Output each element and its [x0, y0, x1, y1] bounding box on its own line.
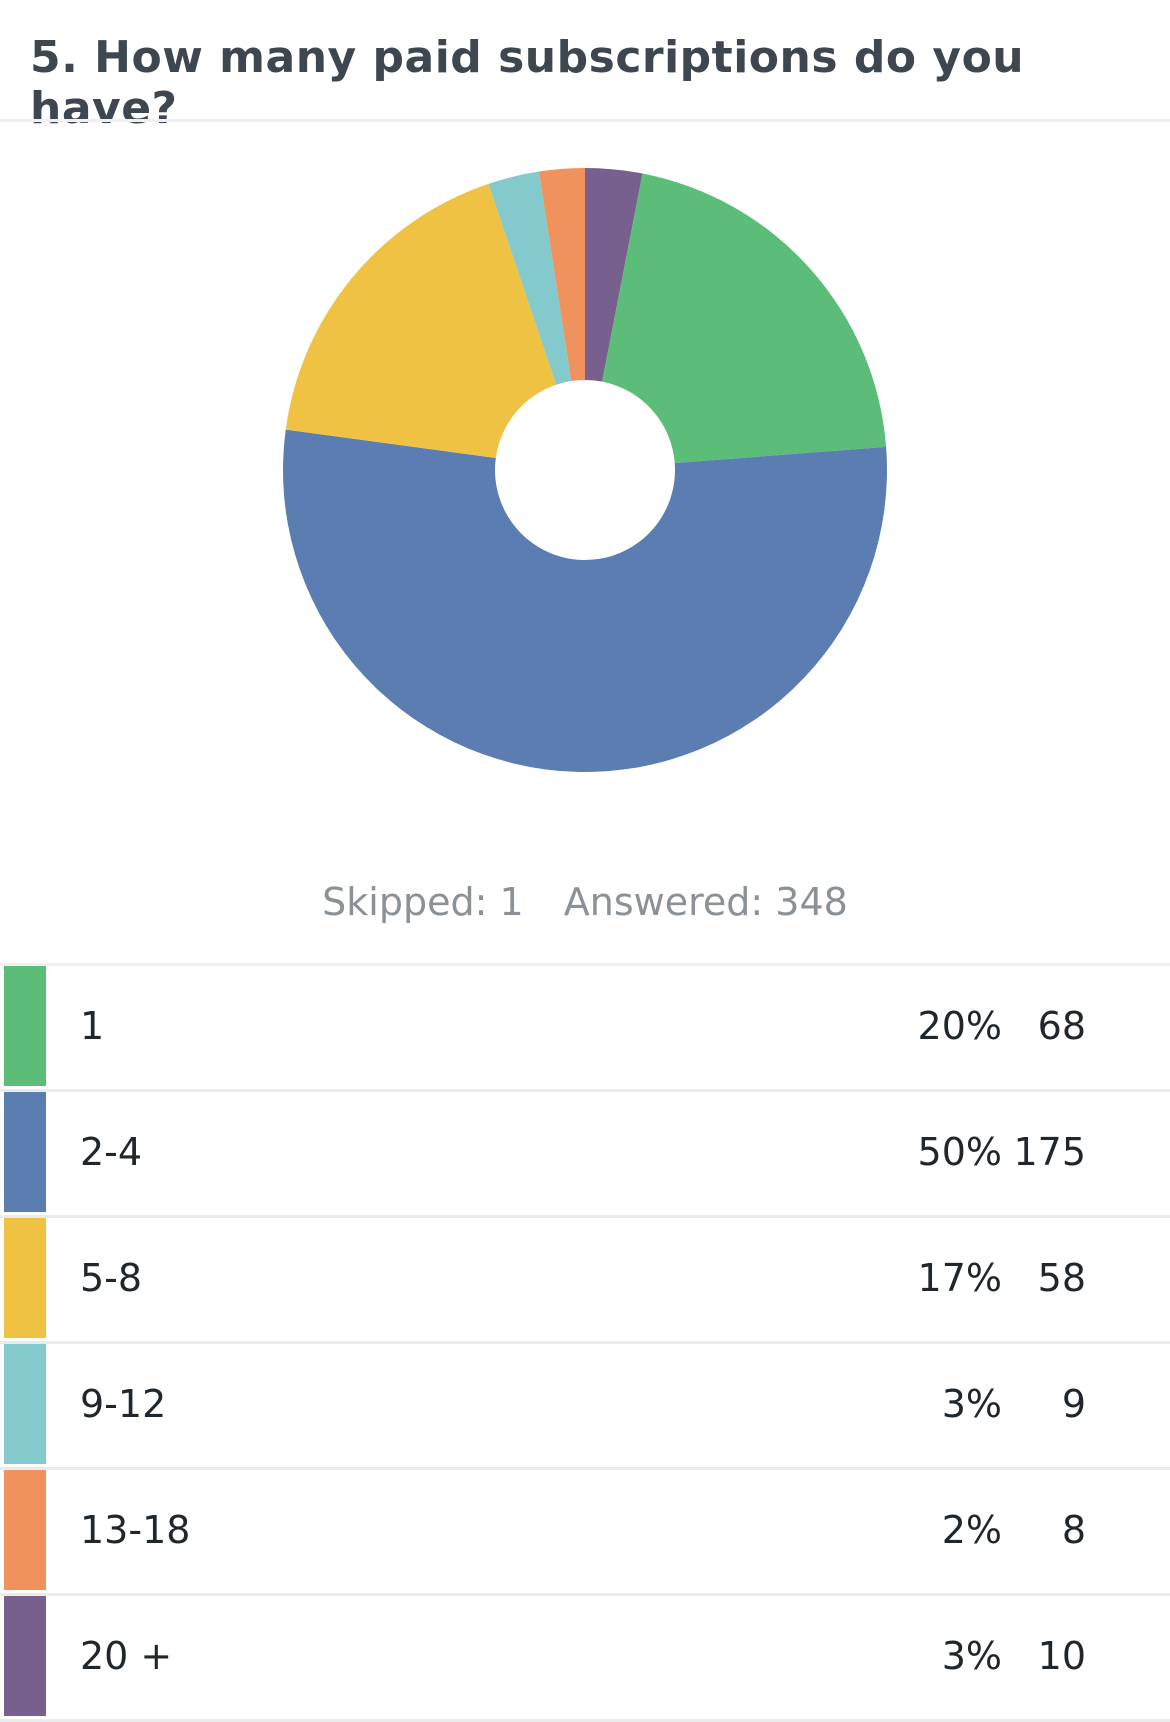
- legend-count: 8: [1061, 1508, 1086, 1552]
- answered-count: Answered: 348: [563, 880, 848, 924]
- legend-percent: 17%: [917, 1256, 1002, 1300]
- donut-slice-20-plus: [585, 168, 643, 382]
- legend-percent: 2%: [941, 1508, 1002, 1552]
- donut-slice-5-8: [285, 183, 557, 458]
- donut-slice-2-4: [283, 429, 887, 772]
- legend-count: 9: [1061, 1382, 1086, 1426]
- legend-swatch: [4, 1470, 46, 1590]
- legend-row-20-plus: 20 + 3% 10: [0, 1596, 1170, 1722]
- legend-count: 175: [1013, 1130, 1086, 1174]
- legend-row-2-4: 2-4 50% 175: [0, 1092, 1170, 1218]
- legend-label: 20 +: [80, 1634, 173, 1678]
- legend-swatch: [4, 1092, 46, 1212]
- legend-percent: 20%: [917, 1004, 1002, 1048]
- legend-label: 5-8: [80, 1256, 143, 1300]
- legend-swatch: [4, 966, 46, 1086]
- donut-slice-13-18: [538, 168, 585, 382]
- donut-slice-9-12: [488, 171, 572, 385]
- legend-row-1: 1 20% 68: [0, 966, 1170, 1092]
- legend-percent: 3%: [941, 1382, 1002, 1426]
- response-stats: Skipped: 1 Answered: 348: [0, 880, 1170, 924]
- legend-row-5-8: 5-8 17% 58: [0, 1218, 1170, 1344]
- legend-swatch: [4, 1596, 46, 1716]
- legend-count: 10: [1037, 1634, 1086, 1678]
- legend-count: 58: [1037, 1256, 1086, 1300]
- skipped-count: Skipped: 1: [322, 880, 524, 924]
- legend-label: 9-12: [80, 1382, 167, 1426]
- donut-chart: [283, 168, 887, 772]
- legend-percent: 3%: [941, 1634, 1002, 1678]
- legend-row-13-18: 13-18 2% 8: [0, 1470, 1170, 1596]
- legend-percent: 50%: [917, 1130, 1002, 1174]
- legend-table: 1 20% 68 2-4 50% 175 5-8 17% 58 9-12 3% …: [0, 966, 1170, 1722]
- legend-label: 1: [80, 1004, 105, 1048]
- table-divider: [0, 963, 1170, 966]
- legend-count: 68: [1037, 1004, 1086, 1048]
- legend-label: 2-4: [80, 1130, 143, 1174]
- question-title: 5. How many paid subscriptions do you ha…: [30, 32, 1025, 134]
- legend-swatch: [4, 1344, 46, 1464]
- legend-row-9-12: 9-12 3% 9: [0, 1344, 1170, 1470]
- legend-swatch: [4, 1218, 46, 1338]
- legend-label: 13-18: [80, 1508, 191, 1552]
- title-divider: [0, 119, 1170, 122]
- donut-slice-1: [602, 173, 887, 464]
